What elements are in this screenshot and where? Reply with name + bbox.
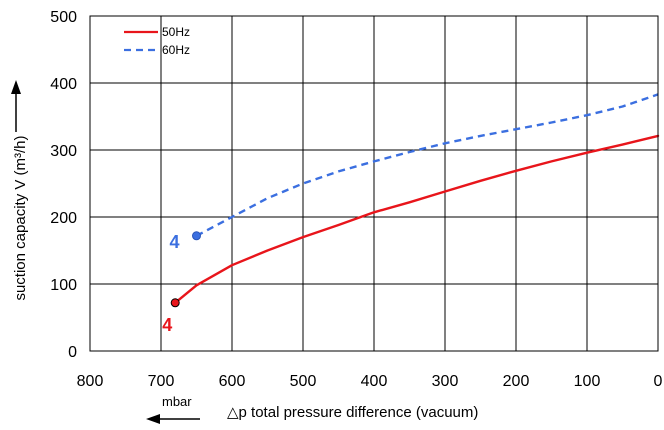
x-tick-label: 300 [432,373,459,390]
x-tick-label: 700 [148,373,175,390]
x-tick-label: 600 [219,373,246,390]
y-tick-label: 400 [50,76,77,93]
series-endpoint-50hz [170,298,180,308]
series-endpoint-60hz [192,231,201,241]
y-tick-label: 300 [50,143,77,160]
x-axis-title-group: mbar △p total pressure difference (vacuu… [146,394,478,424]
x-axis-title: △p total pressure difference (vacuum) [227,404,478,421]
y-tick-label: 200 [50,210,77,227]
x-tick-labels: 800 700 600 500 400 300 200 100 0 [77,373,663,390]
y-tick-label: 500 [50,9,77,26]
y-tick-label: 100 [50,277,77,294]
endpoint-label-50hz: 4 [162,315,172,335]
y-tick-labels: 0 100 200 300 400 500 [50,9,77,361]
legend-label-50hz: 50Hz [162,25,190,39]
legend: 50Hz 60Hz [124,25,190,57]
x-tick-label: 500 [290,373,317,390]
plot-frame [89,15,659,352]
y-axis-title-group: suction capacity V (m³/h) [11,80,29,301]
endpoint-label-60hz: 4 [169,232,179,252]
x-tick-label: 100 [574,373,601,390]
y-tick-label: 0 [68,344,77,361]
x-tick-label: 0 [654,373,663,390]
x-tick-label: 400 [361,373,388,390]
y-axis-title: suction capacity V (m³/h) [12,135,29,300]
x-tick-label: 800 [77,373,104,390]
x-axis-unit: mbar [162,394,192,409]
y-axis-arrowhead [11,80,21,94]
legend-label-60hz: 60Hz [162,43,190,57]
x-axis-arrowhead [146,414,160,424]
series-line-50hz [174,134,660,304]
x-tick-label: 200 [503,373,530,390]
series-layer: 44 [162,93,660,335]
series-line-60hz [195,93,659,237]
